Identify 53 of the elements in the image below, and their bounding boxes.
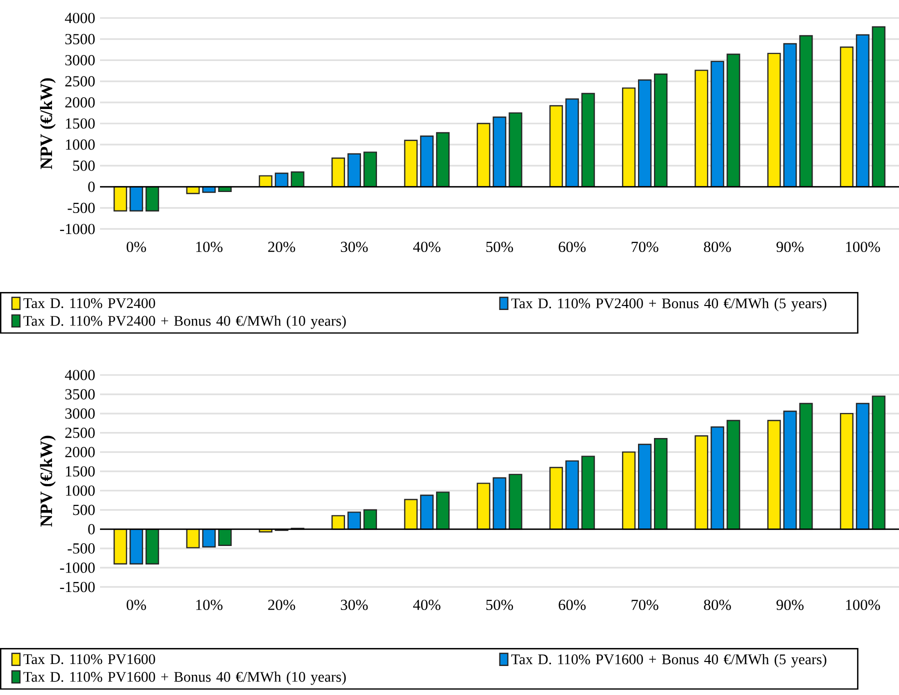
legend-label: Tax D. 110% PV1600: [23, 654, 156, 664]
y-tick-label: 3000: [65, 408, 95, 419]
x-tick-label: 30%: [340, 600, 368, 610]
legend-label: Tax D. 110% PV2400: [23, 298, 156, 308]
y-tick-label: 1000: [66, 139, 95, 150]
y-tick-label: -500: [68, 202, 95, 214]
y-tick-label: 1500: [66, 118, 95, 129]
x-tick-label: 90%: [776, 600, 804, 610]
y-tick-label: 2000: [65, 97, 95, 108]
x-tick-label: 40%: [413, 242, 440, 252]
x-tick-label: 20%: [268, 242, 296, 252]
x-tick-label: 70%: [632, 600, 658, 610]
x-tick-label: 100%: [846, 600, 880, 610]
y-axis-title: NPV (€/kW): [40, 78, 56, 170]
y-tick-label: 3500: [65, 34, 95, 44]
x-tick-label: 40%: [413, 600, 440, 610]
y-axis-title: NPV (€/kW): [40, 436, 56, 527]
y-tick-label: -500: [68, 543, 95, 554]
x-tick-label: 90%: [776, 242, 804, 252]
x-tick-label: 70%: [632, 242, 658, 252]
y-tick-label: 2500: [65, 76, 95, 86]
x-tick-label: 60%: [558, 242, 586, 252]
x-tick-label: 80%: [704, 600, 731, 610]
x-tick-label: 100%: [846, 242, 880, 252]
y-tick-label: 0: [88, 182, 95, 192]
y-tick-label: 1500: [66, 466, 95, 477]
y-tick-label: -1000: [60, 562, 95, 573]
legend-label: Tax D. 110% PV2400 + Bonus 40 €/MWh (10 years): [23, 316, 346, 329]
x-tick-label: 20%: [268, 600, 296, 610]
x-tick-label: 0%: [126, 600, 146, 610]
y-tick-label: 3000: [65, 55, 95, 66]
y-tick-label: 500: [73, 504, 95, 516]
x-tick-label: 60%: [558, 600, 586, 610]
x-tick-label: 50%: [486, 242, 514, 252]
y-tick-label: 4000: [64, 12, 95, 24]
y-tick-label: 4000: [64, 370, 95, 380]
legend-label: Tax D. 110% PV1600 + Bonus 40 €/MWh (10 years): [23, 672, 346, 685]
x-tick-label: 50%: [486, 600, 514, 610]
y-tick-label: 500: [73, 160, 95, 171]
y-tick-label: 3500: [65, 389, 95, 400]
x-tick-label: 10%: [196, 600, 222, 610]
y-tick-label: 2000: [65, 446, 95, 458]
y-tick-label: -1000: [60, 224, 95, 234]
y-tick-label: 2500: [65, 428, 95, 438]
x-tick-label: 30%: [340, 242, 368, 252]
legend-label: Tax D. 110% PV2400 + Bonus 40 €/MWh (5 years): [511, 298, 826, 312]
legend-label: Tax D. 110% PV1600 + Bonus 40 €/MWh (5 years): [511, 654, 826, 668]
x-tick-label: 10%: [196, 242, 222, 252]
y-tick-label: 1000: [66, 485, 95, 496]
y-tick-label: 0: [88, 524, 95, 534]
y-tick-label: -1500: [60, 582, 95, 592]
x-tick-label: 0%: [126, 242, 146, 252]
x-tick-label: 80%: [704, 242, 731, 252]
